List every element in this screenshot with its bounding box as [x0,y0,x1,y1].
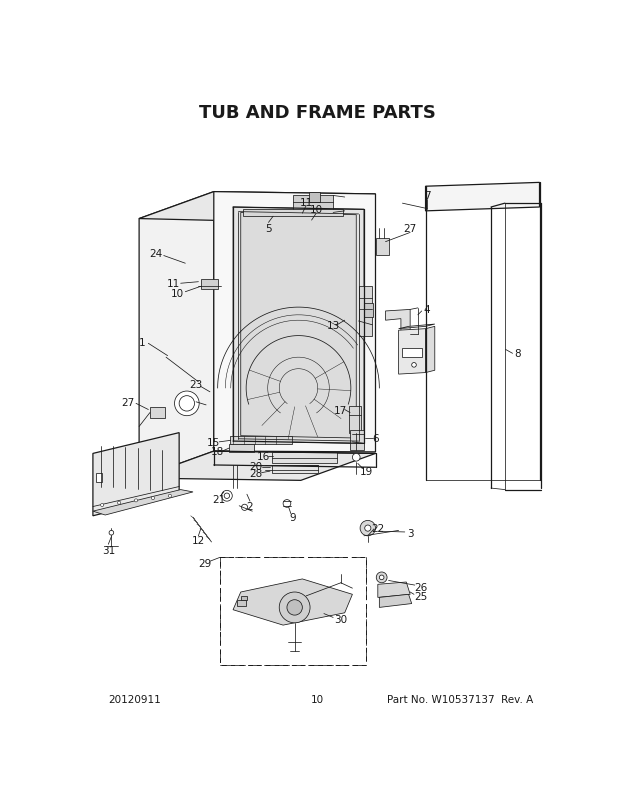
Polygon shape [241,213,356,439]
Text: Part No. W10537137  Rev. A: Part No. W10537137 Rev. A [387,695,533,704]
Bar [348,406,361,433]
Bar [358,287,373,337]
Text: 10: 10 [171,289,184,299]
Circle shape [135,499,138,502]
Polygon shape [139,452,376,480]
Polygon shape [425,183,539,212]
Polygon shape [93,490,193,516]
Circle shape [365,525,371,532]
Circle shape [118,501,121,504]
Text: 20120911: 20120911 [108,695,161,704]
Text: 27: 27 [404,224,417,233]
Bar [402,349,422,358]
Circle shape [169,495,172,498]
Circle shape [379,575,384,580]
Text: 27: 27 [122,397,135,407]
Bar [201,279,218,290]
Bar [376,238,389,255]
Polygon shape [139,192,376,223]
Text: 21: 21 [213,494,226,504]
Text: 3: 3 [407,528,414,538]
Text: 15: 15 [207,437,221,448]
Bar [237,600,246,606]
Circle shape [224,493,229,499]
Bar [350,431,364,450]
Text: 17: 17 [334,405,347,415]
Circle shape [287,600,303,615]
Polygon shape [233,208,364,444]
Polygon shape [399,330,425,375]
Bar [220,557,366,666]
Circle shape [279,592,310,623]
Polygon shape [386,310,410,333]
Circle shape [242,504,247,511]
Bar [243,210,343,217]
Circle shape [352,454,360,461]
Bar [293,196,333,213]
Text: 31: 31 [102,545,115,555]
Text: 24: 24 [149,249,162,259]
Bar [150,407,166,419]
Text: 10: 10 [311,695,324,704]
Text: 28: 28 [249,468,263,478]
Circle shape [151,497,154,500]
Text: 7: 7 [424,191,430,201]
Text: TUB AND FRAME PARTS: TUB AND FRAME PARTS [199,104,436,122]
Text: 20: 20 [250,462,263,472]
Text: 19: 19 [360,467,373,476]
Text: 12: 12 [192,536,205,545]
Bar [272,452,337,464]
Circle shape [376,573,387,583]
Text: 16: 16 [257,452,270,461]
Bar [230,437,291,444]
Polygon shape [378,582,410,597]
Text: 30: 30 [334,614,347,624]
Text: 22: 22 [371,524,384,533]
Circle shape [100,504,104,507]
Text: 25: 25 [414,591,428,602]
Bar [96,473,102,482]
Text: 29: 29 [198,558,211,568]
Polygon shape [425,327,435,373]
Polygon shape [93,433,179,516]
Text: 11: 11 [166,279,180,289]
Circle shape [221,491,232,501]
Circle shape [175,391,199,416]
Circle shape [109,531,113,536]
Polygon shape [233,579,352,626]
Text: 8: 8 [515,349,521,358]
Text: 13: 13 [327,321,340,330]
Bar [309,193,320,202]
Text: 6: 6 [372,433,379,444]
Bar [364,304,373,318]
Polygon shape [379,594,412,608]
Circle shape [179,396,195,411]
Text: 23: 23 [190,379,203,390]
Text: 2: 2 [247,501,254,511]
Polygon shape [139,192,214,479]
Text: 26: 26 [414,582,428,592]
Text: 11: 11 [299,197,313,208]
Polygon shape [399,325,435,330]
Text: 5: 5 [265,224,272,233]
Bar [229,444,254,452]
Text: 10: 10 [309,205,323,214]
Circle shape [412,363,416,367]
Circle shape [360,520,376,536]
Bar [241,596,247,600]
Text: 4: 4 [424,305,430,315]
Bar [272,465,317,473]
Text: 18: 18 [211,447,224,456]
Text: 1: 1 [139,338,146,347]
Polygon shape [214,192,376,452]
Circle shape [283,500,291,508]
Text: 9: 9 [289,512,296,523]
